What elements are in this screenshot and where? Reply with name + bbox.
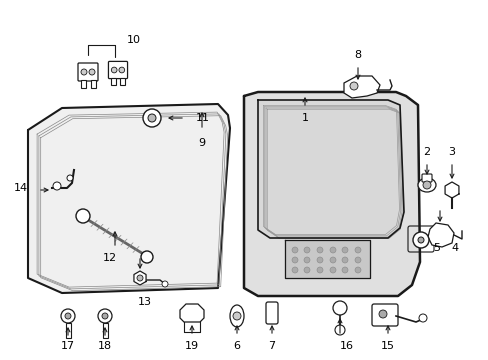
Circle shape: [418, 314, 426, 322]
Circle shape: [119, 67, 124, 73]
Circle shape: [417, 237, 423, 243]
Circle shape: [341, 257, 347, 263]
Circle shape: [354, 257, 360, 263]
FancyBboxPatch shape: [102, 323, 107, 338]
Text: 17: 17: [61, 341, 75, 351]
Ellipse shape: [417, 178, 435, 192]
Circle shape: [232, 312, 241, 320]
Ellipse shape: [229, 305, 244, 327]
Polygon shape: [444, 182, 458, 198]
Circle shape: [334, 325, 345, 335]
Circle shape: [332, 301, 346, 315]
FancyBboxPatch shape: [421, 174, 431, 182]
FancyBboxPatch shape: [108, 62, 127, 78]
Text: 9: 9: [198, 138, 205, 148]
Text: 11: 11: [196, 113, 209, 123]
Text: 18: 18: [98, 341, 112, 351]
Text: 2: 2: [423, 147, 429, 157]
FancyBboxPatch shape: [371, 304, 397, 326]
Text: 3: 3: [447, 147, 454, 157]
Circle shape: [316, 257, 323, 263]
Circle shape: [81, 69, 87, 75]
Text: 6: 6: [233, 341, 240, 351]
Circle shape: [304, 257, 309, 263]
Text: 13: 13: [138, 297, 152, 307]
Circle shape: [378, 310, 386, 318]
Polygon shape: [90, 80, 95, 88]
Text: 14: 14: [14, 183, 28, 193]
Circle shape: [304, 247, 309, 253]
Circle shape: [291, 267, 297, 273]
Circle shape: [354, 267, 360, 273]
Polygon shape: [343, 76, 379, 98]
Circle shape: [291, 247, 297, 253]
Circle shape: [111, 67, 117, 73]
Circle shape: [316, 267, 323, 273]
Polygon shape: [28, 104, 229, 293]
Circle shape: [412, 232, 428, 248]
Circle shape: [53, 182, 61, 190]
Circle shape: [341, 247, 347, 253]
FancyBboxPatch shape: [78, 63, 98, 81]
Circle shape: [142, 109, 161, 127]
Polygon shape: [258, 100, 403, 238]
Circle shape: [316, 247, 323, 253]
Circle shape: [349, 82, 357, 90]
Circle shape: [162, 281, 168, 287]
Text: 4: 4: [450, 243, 458, 253]
Circle shape: [76, 209, 90, 223]
Polygon shape: [81, 80, 85, 88]
FancyBboxPatch shape: [265, 302, 278, 324]
Circle shape: [61, 309, 75, 323]
Circle shape: [341, 267, 347, 273]
Polygon shape: [285, 240, 369, 278]
Circle shape: [329, 247, 335, 253]
Polygon shape: [120, 78, 125, 85]
Circle shape: [98, 309, 112, 323]
Circle shape: [329, 267, 335, 273]
Text: 19: 19: [184, 341, 199, 351]
Circle shape: [89, 69, 95, 75]
Polygon shape: [111, 78, 115, 85]
Circle shape: [422, 181, 430, 189]
Circle shape: [65, 313, 71, 319]
Circle shape: [291, 257, 297, 263]
Circle shape: [102, 313, 108, 319]
Circle shape: [329, 257, 335, 263]
Circle shape: [148, 114, 156, 122]
Text: 15: 15: [380, 341, 394, 351]
Text: 5: 5: [432, 243, 439, 253]
Text: 8: 8: [354, 50, 361, 60]
Text: 10: 10: [127, 35, 141, 45]
Text: 1: 1: [301, 113, 308, 123]
Circle shape: [137, 275, 142, 281]
Polygon shape: [180, 304, 203, 322]
Circle shape: [67, 175, 73, 181]
Polygon shape: [244, 92, 419, 296]
Circle shape: [354, 247, 360, 253]
Text: 16: 16: [339, 341, 353, 351]
Text: 7: 7: [268, 341, 275, 351]
Text: 12: 12: [103, 253, 117, 263]
Polygon shape: [427, 223, 453, 247]
FancyBboxPatch shape: [65, 323, 70, 338]
Circle shape: [141, 251, 153, 263]
Circle shape: [304, 267, 309, 273]
Polygon shape: [134, 271, 146, 285]
